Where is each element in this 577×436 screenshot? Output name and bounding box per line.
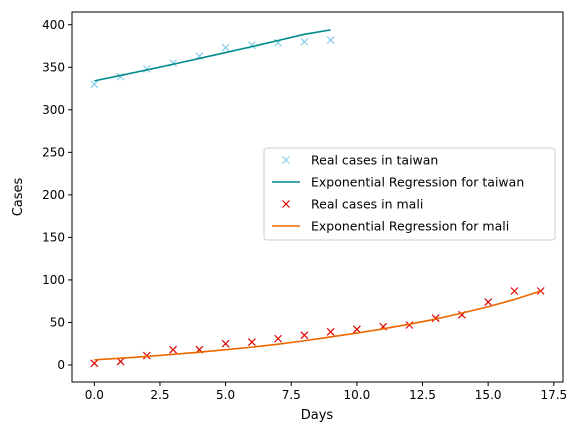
legend-entry: Exponential Regression for taiwan (272, 175, 524, 190)
legend-label: Exponential Regression for mali (311, 219, 509, 234)
legend: Real cases in taiwan Exponential Regressi… (263, 147, 556, 241)
data-point (431, 314, 440, 323)
data-point (352, 325, 361, 334)
legend-entry: Real cases in taiwan (282, 153, 438, 168)
y-tick-label: 100 (42, 273, 65, 287)
x-tick-label: 15.0 (475, 388, 502, 402)
data-point (221, 43, 230, 52)
data-point (169, 345, 178, 354)
data-point (510, 287, 519, 295)
y-tick-label: 150 (42, 230, 65, 244)
legend-entry: Real cases in mali (282, 197, 423, 212)
series-layer (90, 29, 545, 368)
x-tick-label: 10.0 (344, 388, 371, 402)
series-line-exponential-regression-for-mali (94, 290, 541, 361)
legend-label: Real cases in mali (311, 197, 423, 212)
data-point (247, 338, 256, 346)
data-point (90, 359, 99, 368)
series-line-exponential-regression-for-taiwan (94, 29, 331, 82)
data-point (142, 351, 151, 360)
data-point (274, 334, 283, 343)
legend-entry: Exponential Regression for mali (272, 219, 509, 234)
data-point (116, 357, 125, 366)
y-tick-label: 350 (42, 60, 65, 74)
x-tick-label: 17.5 (540, 388, 567, 402)
legend-marker-swatch (282, 156, 290, 164)
axes-layer: 0.0 2.5 5.0 7.5 10.0 12.5 15.0 17.5 0 50 100 150 200… (42, 18, 567, 402)
y-tick-label: 0 (57, 358, 65, 372)
legend-label: Real cases in taiwan (311, 153, 438, 168)
data-point (142, 65, 151, 73)
data-point (405, 321, 414, 329)
data-point (484, 298, 493, 306)
data-point (90, 80, 99, 89)
legend-marker-swatch (282, 200, 290, 208)
x-tick-label: 7.5 (282, 388, 301, 402)
y-tick-label: 400 (42, 18, 65, 32)
y-tick-label: 50 (50, 315, 65, 329)
y-axis-label: Cases (11, 177, 26, 216)
plot-frame (71, 11, 564, 383)
y-tick-label: 200 (42, 188, 65, 202)
legend-box (263, 147, 556, 241)
y-tick-label: 300 (42, 103, 65, 117)
data-point (221, 339, 230, 348)
x-tick-label: 12.5 (409, 388, 436, 402)
x-tick-label: 5.0 (216, 388, 235, 402)
legend-label: Exponential Regression for taiwan (311, 175, 524, 190)
y-tick-label: 250 (42, 145, 65, 159)
data-point (326, 36, 335, 44)
data-point (300, 331, 309, 340)
x-tick-label: 2.5 (150, 388, 169, 402)
data-point (300, 37, 309, 46)
x-tick-label: 0.0 (85, 388, 104, 402)
x-axis-label: Days (301, 408, 334, 423)
data-point (326, 327, 335, 336)
